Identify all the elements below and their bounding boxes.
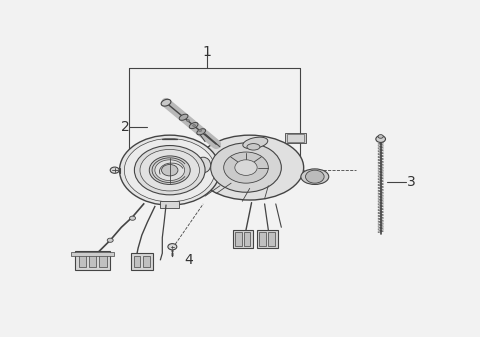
Circle shape bbox=[110, 167, 119, 173]
Bar bbox=[144, 256, 150, 268]
Circle shape bbox=[120, 135, 220, 205]
Ellipse shape bbox=[243, 137, 268, 149]
Bar bbox=[287, 134, 304, 142]
Circle shape bbox=[378, 135, 383, 138]
Bar bbox=[75, 251, 110, 270]
Circle shape bbox=[124, 139, 215, 202]
Text: 3: 3 bbox=[407, 175, 416, 189]
Ellipse shape bbox=[197, 129, 205, 135]
Ellipse shape bbox=[161, 99, 171, 106]
Bar bbox=[160, 201, 179, 208]
Circle shape bbox=[224, 152, 268, 183]
Ellipse shape bbox=[301, 169, 329, 184]
Circle shape bbox=[199, 129, 202, 131]
Circle shape bbox=[235, 160, 257, 175]
Ellipse shape bbox=[196, 157, 211, 173]
Bar bbox=[244, 232, 251, 246]
Circle shape bbox=[134, 146, 205, 195]
Bar bbox=[257, 230, 277, 248]
Bar bbox=[259, 232, 266, 246]
Ellipse shape bbox=[247, 144, 260, 150]
Circle shape bbox=[130, 216, 135, 220]
Bar bbox=[235, 232, 241, 246]
Bar bbox=[268, 232, 275, 246]
Text: 4: 4 bbox=[184, 253, 192, 267]
Circle shape bbox=[162, 164, 178, 176]
Circle shape bbox=[192, 124, 195, 127]
Circle shape bbox=[155, 160, 185, 181]
Ellipse shape bbox=[189, 122, 198, 129]
Bar bbox=[131, 253, 153, 270]
Circle shape bbox=[306, 170, 324, 183]
Text: 1: 1 bbox=[203, 45, 211, 59]
Bar bbox=[133, 256, 140, 268]
Bar bbox=[233, 230, 253, 248]
Circle shape bbox=[187, 120, 190, 122]
Ellipse shape bbox=[196, 135, 304, 200]
Bar bbox=[71, 252, 114, 256]
Bar bbox=[285, 132, 306, 143]
Bar bbox=[79, 253, 86, 268]
Bar bbox=[89, 253, 96, 268]
Text: 2: 2 bbox=[121, 120, 130, 134]
Circle shape bbox=[107, 238, 113, 242]
Circle shape bbox=[211, 143, 281, 192]
Circle shape bbox=[376, 136, 385, 143]
Ellipse shape bbox=[179, 114, 188, 120]
Circle shape bbox=[149, 156, 190, 184]
Circle shape bbox=[168, 244, 177, 250]
Circle shape bbox=[140, 149, 200, 191]
Bar bbox=[99, 253, 107, 268]
